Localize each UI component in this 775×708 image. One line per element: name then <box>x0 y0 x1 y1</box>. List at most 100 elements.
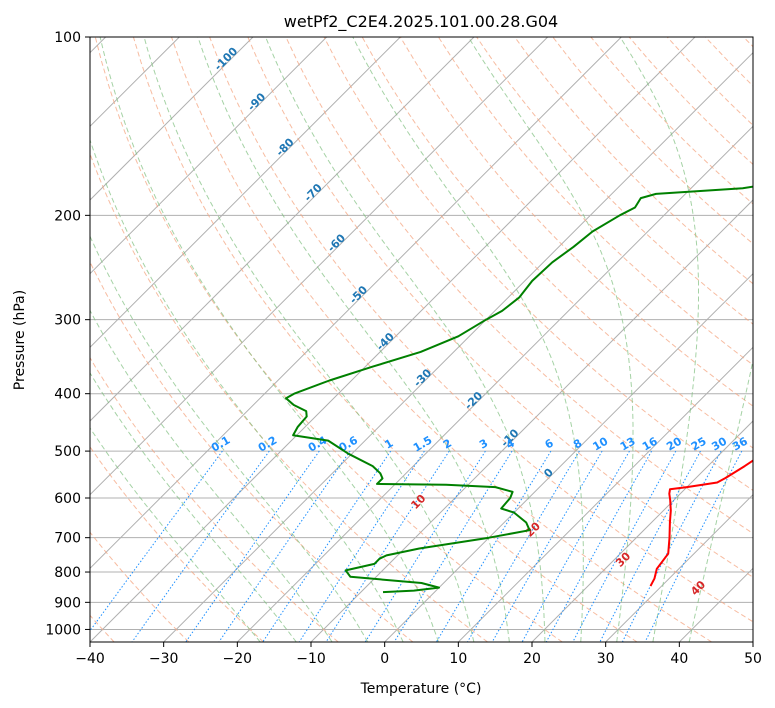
moist-adiabat-label: 40 <box>688 578 708 598</box>
profile-lines <box>285 185 753 594</box>
isotherm-line <box>605 493 753 642</box>
isotherm-line <box>531 420 753 642</box>
isotherm-line <box>163 51 753 642</box>
mixing-ratio-line <box>298 450 425 642</box>
isotherm-line <box>90 37 549 496</box>
mixing-ratio-line <box>185 450 320 642</box>
isotherm-line <box>90 37 696 642</box>
mixing-ratio-line <box>621 450 722 642</box>
x-tick-label: 50 <box>744 651 762 667</box>
dry-adiabat-line <box>247 37 753 578</box>
mixing-ratio-line <box>393 450 513 642</box>
moist-adiabat-line <box>688 358 753 642</box>
y-tick-label: 400 <box>54 387 81 403</box>
mixing-ratio-line <box>90 450 223 632</box>
x-tick-label: −20 <box>223 651 253 667</box>
moist-adiabat-label: 30 <box>613 549 633 569</box>
x-tick-label: −10 <box>296 651 326 667</box>
y-tick-label: 200 <box>54 208 81 224</box>
y-tick-label: 900 <box>54 595 81 611</box>
dry-adiabat-line <box>285 37 753 535</box>
isotherm-line <box>678 567 753 642</box>
dry-adiabat-line <box>666 37 753 126</box>
dry-adiabat-line <box>437 37 753 366</box>
x-tick-label: 0 <box>380 651 389 667</box>
moist-adiabat-line <box>90 371 297 642</box>
moist-adiabat-line <box>90 138 404 642</box>
dry-adiabat-line <box>590 37 753 205</box>
mixing-ratio-line <box>364 450 486 642</box>
y-tick-label: 800 <box>54 565 81 581</box>
dry-adiabat-line <box>704 37 753 87</box>
isotherm-line <box>90 37 401 349</box>
x-tick-label: 30 <box>597 651 615 667</box>
dry-adiabat-line <box>323 37 753 491</box>
mixing-ratio-line <box>218 450 351 642</box>
isotherm-label: -70 <box>302 181 325 204</box>
moist-adiabat-line <box>197 37 510 642</box>
mixing-ratio-line <box>644 450 743 642</box>
dry-adiabat-line <box>552 37 753 245</box>
moist-adiabat-line <box>90 427 261 642</box>
dry-adiabat-line <box>209 37 753 623</box>
moist-adiabat-label: 10 <box>408 492 428 512</box>
temperature-profile <box>649 459 753 587</box>
mixing-ratio-line <box>262 450 392 642</box>
mixing-ratio-line <box>521 450 630 642</box>
moist-adiabat-line <box>143 37 475 642</box>
mixing-ratio-label: 6 <box>543 436 556 451</box>
mixing-ratio-label: 3 <box>477 437 490 452</box>
mixing-ratio-line <box>572 450 677 642</box>
dry-adiabat-line <box>399 37 753 407</box>
y-tick-label: 700 <box>54 531 81 547</box>
dry-adiabat-line <box>90 260 414 642</box>
isotherm-line <box>90 37 475 422</box>
mixing-ratio-label: 2 <box>441 437 454 452</box>
x-tick-label: −40 <box>75 651 105 667</box>
dry-adiabat-line <box>90 152 488 642</box>
dry-adiabat-line <box>90 446 264 642</box>
isotherm-label: -20 <box>462 389 485 412</box>
moist-adiabat-line <box>90 309 333 642</box>
y-tick-label: 600 <box>54 491 81 507</box>
isotherm-line <box>90 37 622 570</box>
mixing-ratio-line <box>599 450 701 642</box>
moist-adiabat-line <box>99 37 439 642</box>
mixing-ratio-line <box>467 450 580 642</box>
moist-adiabat-line <box>467 37 634 642</box>
y-tick-label: 100 <box>54 30 81 46</box>
mixing-ratio-line <box>131 450 270 642</box>
dry-adiabat-line <box>476 37 753 325</box>
dry-adiabat-line <box>90 531 190 642</box>
isotherm-line <box>90 37 328 275</box>
y-tick-label: 300 <box>54 313 81 329</box>
moist-adiabat-line <box>619 37 699 642</box>
isotherm-label: -50 <box>347 283 370 306</box>
chart-title: wetPf2_C2E4.2025.101.00.28.G04 <box>284 12 558 32</box>
isotherm-label: -40 <box>374 330 397 353</box>
y-tick-label: 500 <box>54 444 81 460</box>
isotherm-line <box>90 37 254 201</box>
x-axis-label: Temperature (°C) <box>360 681 482 697</box>
x-tick-label: 20 <box>523 651 541 667</box>
dewpoint-profile <box>285 185 753 594</box>
x-tick-label: −30 <box>149 651 179 667</box>
y-tick-label: 1000 <box>45 622 81 638</box>
mixing-ratio-line <box>491 450 603 642</box>
plot-frame <box>89 36 754 643</box>
dry-adiabat-line <box>361 37 753 449</box>
isotherm-line <box>457 346 753 642</box>
dry-adiabat-line <box>514 37 753 285</box>
isotherm-label: -30 <box>411 366 434 389</box>
mixing-ratio-label: 1 <box>382 437 395 452</box>
x-tick-label: 40 <box>670 651 688 667</box>
moist-adiabat-line <box>265 37 546 642</box>
mixing-ratio-line <box>435 450 552 642</box>
y-axis-label: Pressure (hPa) <box>12 290 28 390</box>
isotherm-label: -80 <box>273 135 296 158</box>
y-axis-ticks: 100 200 300 400 500 600 700 800 900 1000 <box>45 30 90 638</box>
dry-adiabat-line <box>743 37 753 48</box>
isotherm-line <box>236 125 753 642</box>
x-tick-label: 10 <box>449 651 467 667</box>
